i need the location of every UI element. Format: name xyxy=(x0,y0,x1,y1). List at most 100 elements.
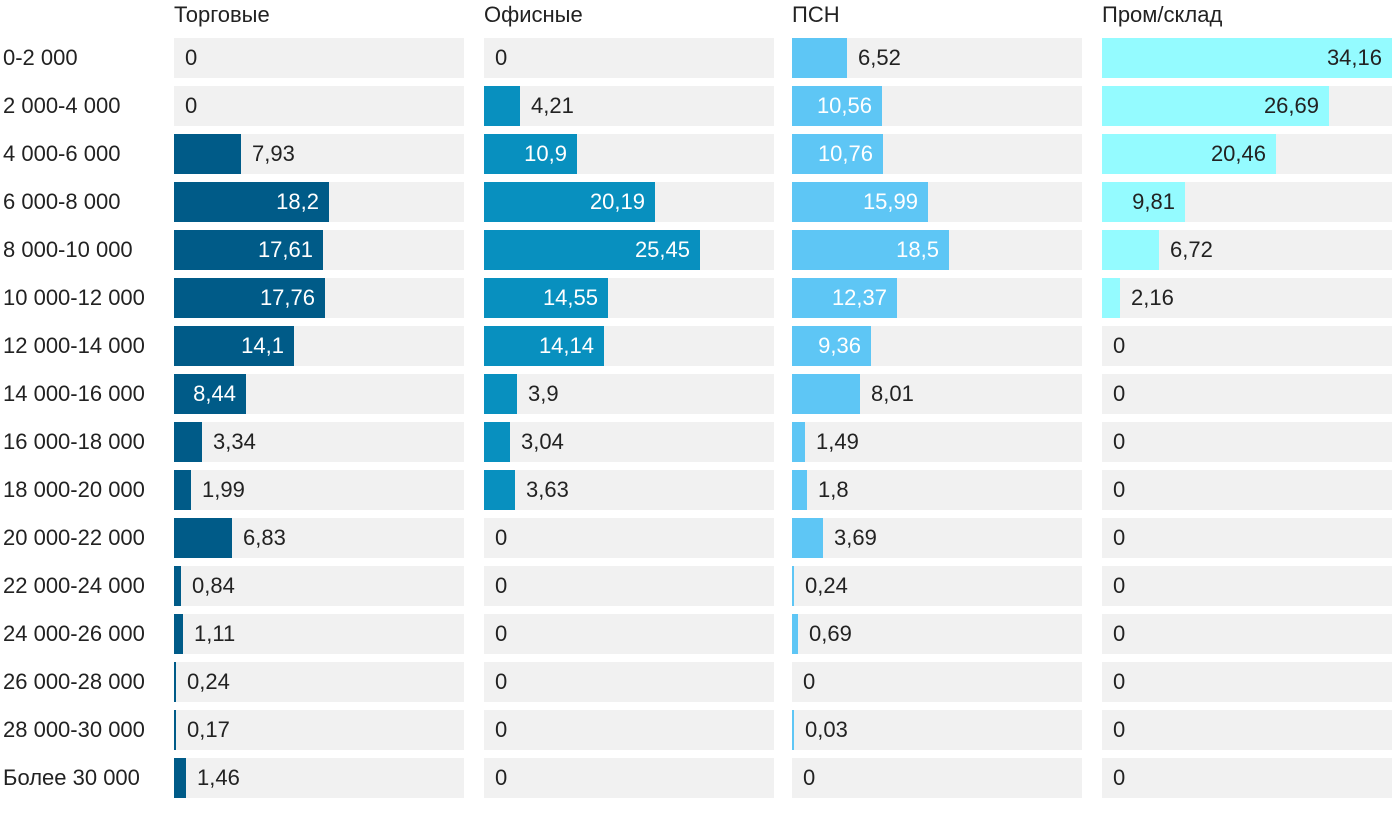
bar-track: 0 xyxy=(1102,374,1392,414)
data-label: 7,93 xyxy=(252,141,295,166)
bar-track: 3,63 xyxy=(484,470,774,510)
bar-track: 10,76 xyxy=(792,134,1082,174)
bar xyxy=(174,278,325,318)
data-label: 0 xyxy=(495,669,508,694)
data-label: 10,56 xyxy=(816,93,872,118)
category-label: 2 000-4 000 xyxy=(3,93,121,118)
bar xyxy=(174,422,202,462)
bar xyxy=(1102,182,1185,222)
bar xyxy=(792,710,794,750)
bar-track: 1,11 xyxy=(174,614,464,654)
data-label: 14,55 xyxy=(542,285,598,310)
bar xyxy=(1102,134,1276,174)
bar-track: 0 xyxy=(484,518,774,558)
bar xyxy=(174,230,323,270)
bar xyxy=(484,374,517,414)
data-label: 0 xyxy=(1113,573,1126,598)
bar xyxy=(484,182,655,222)
bar-track: 8,44 xyxy=(174,374,464,414)
bar xyxy=(174,182,329,222)
bar-track: 0 xyxy=(484,38,774,78)
bar-track: 6,52 xyxy=(792,38,1082,78)
bar-track: 3,34 xyxy=(174,422,464,462)
bar-track: 18,5 xyxy=(792,230,1082,270)
bar-track: 6,72 xyxy=(1102,230,1392,270)
bar-track: 0 xyxy=(484,662,774,702)
bar xyxy=(792,422,805,462)
data-label: 10,76 xyxy=(817,141,873,166)
category-label: 4 000-6 000 xyxy=(3,141,121,166)
bar-track: 0 xyxy=(1102,758,1392,798)
data-label: 3,63 xyxy=(526,477,569,502)
bar-track: 3,69 xyxy=(792,518,1082,558)
data-label: 15,99 xyxy=(862,189,918,214)
bar-track: 0 xyxy=(792,662,1082,702)
data-label: 9,36 xyxy=(818,333,861,358)
data-label: 1,99 xyxy=(202,477,245,502)
bar-track: 0 xyxy=(484,566,774,606)
bar-track: 14,14 xyxy=(484,326,774,366)
bar xyxy=(484,422,510,462)
bar xyxy=(792,374,860,414)
data-label: 0 xyxy=(495,621,508,646)
data-label: 20,19 xyxy=(589,189,645,214)
data-label: 14,1 xyxy=(241,333,284,358)
data-label: 8,44 xyxy=(193,381,236,406)
bar-track: 1,46 xyxy=(174,758,464,798)
data-label: 0 xyxy=(1113,429,1126,454)
data-label: 6,83 xyxy=(243,525,286,550)
category-label: 28 000-30 000 xyxy=(3,717,145,742)
category-label: 24 000-26 000 xyxy=(3,621,145,646)
bar-track: 0,24 xyxy=(174,662,464,702)
bar-track: 34,16 xyxy=(1102,38,1392,78)
bar-track: 17,76 xyxy=(174,278,464,318)
category-label: 20 000-22 000 xyxy=(3,525,145,550)
bar-track: 0 xyxy=(1102,662,1392,702)
data-label: 0 xyxy=(803,669,816,694)
data-label: 0 xyxy=(1113,381,1126,406)
data-label: 0,24 xyxy=(805,573,848,598)
bar-track: 9,81 xyxy=(1102,182,1392,222)
data-label: 4,21 xyxy=(531,93,574,118)
bar-track: 7,93 xyxy=(174,134,464,174)
bar-track: 0,84 xyxy=(174,566,464,606)
data-label: 0 xyxy=(1113,669,1126,694)
bar xyxy=(792,566,794,606)
category-label: 6 000-8 000 xyxy=(3,189,121,214)
data-label: 0 xyxy=(1113,333,1126,358)
data-label: 18,2 xyxy=(276,189,319,214)
bar-track: 18,2 xyxy=(174,182,464,222)
bar-track: 12,37 xyxy=(792,278,1082,318)
bar xyxy=(484,278,608,318)
bar xyxy=(174,662,176,702)
data-label: 25,45 xyxy=(634,237,690,262)
category-label: Более 30 000 xyxy=(3,765,140,790)
data-label: 9,81 xyxy=(1132,189,1175,214)
bar-track: 0 xyxy=(484,614,774,654)
bar xyxy=(792,278,897,318)
bar-track: 20,46 xyxy=(1102,134,1392,174)
data-label: 3,04 xyxy=(521,429,564,454)
bar-track: 0 xyxy=(1102,470,1392,510)
data-label: 3,34 xyxy=(213,429,256,454)
bar-track: 0 xyxy=(1102,566,1392,606)
bar-track: 0 xyxy=(1102,614,1392,654)
data-label: 0 xyxy=(1113,621,1126,646)
bar xyxy=(484,470,515,510)
bar-track: 10,56 xyxy=(792,86,1082,126)
data-label: 0 xyxy=(1113,477,1126,502)
bar xyxy=(792,38,847,78)
bar-track: 0 xyxy=(484,758,774,798)
bar xyxy=(792,326,871,366)
data-label: 0,24 xyxy=(187,669,230,694)
bar xyxy=(1102,230,1159,270)
bar xyxy=(484,230,700,270)
data-label: 0 xyxy=(495,573,508,598)
bar xyxy=(792,614,798,654)
data-label: 0 xyxy=(1113,525,1126,550)
data-label: 1,49 xyxy=(816,429,859,454)
bar-track: 1,99 xyxy=(174,470,464,510)
bar xyxy=(174,374,246,414)
bar-track: 14,1 xyxy=(174,326,464,366)
category-label: 26 000-28 000 xyxy=(3,669,145,694)
